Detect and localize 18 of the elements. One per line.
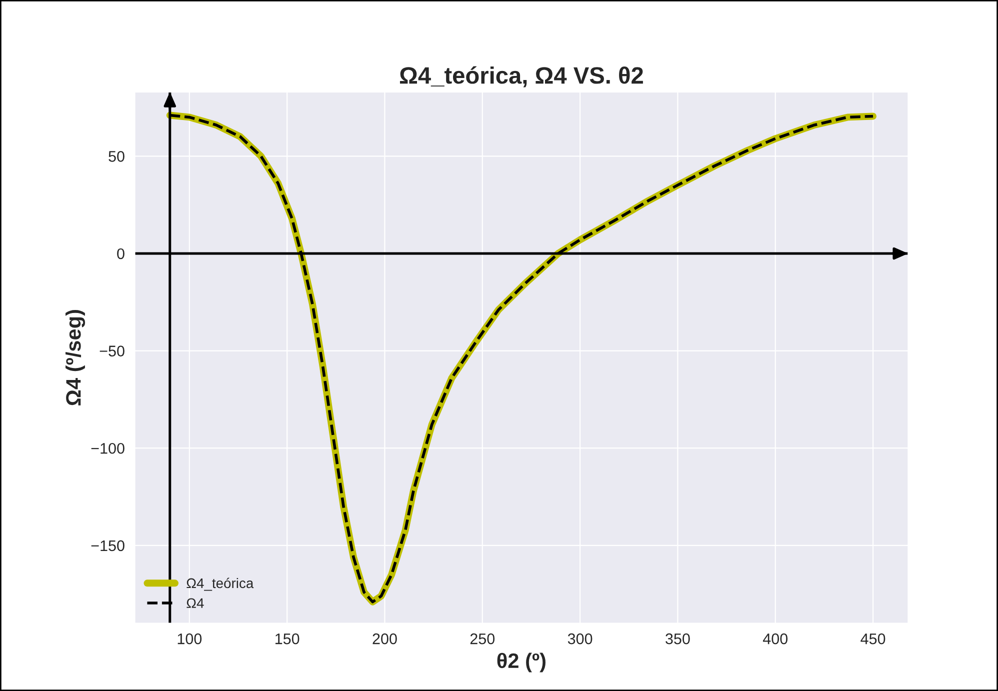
x-tick-label: 450 xyxy=(860,633,886,644)
y-tick-label: −50 xyxy=(100,346,124,356)
x-tick-label: 200 xyxy=(372,633,397,644)
x-tick-label: 250 xyxy=(470,633,495,644)
legend-label: Ω4_teórica xyxy=(186,578,254,591)
y-tick-label: −100 xyxy=(91,442,124,454)
legend-label: Ω4 xyxy=(186,598,204,608)
x-tick-label: 400 xyxy=(762,633,788,644)
x-tick-label: 350 xyxy=(666,633,690,644)
y-axis-title: Ω4 (º/seg) xyxy=(66,310,86,406)
x-axis-title: θ2 (º) xyxy=(497,652,546,672)
chart-title: Ω4_teórica, Ω4 VS. θ2 xyxy=(400,66,643,88)
y-tick-label: 50 xyxy=(108,151,124,162)
x-tick-label: 100 xyxy=(178,633,202,644)
x-tick-label: 150 xyxy=(275,633,300,644)
y-tick-label: 0 xyxy=(117,248,124,260)
y-tick-label: −150 xyxy=(91,540,124,552)
x-tick-label: 300 xyxy=(568,633,592,644)
